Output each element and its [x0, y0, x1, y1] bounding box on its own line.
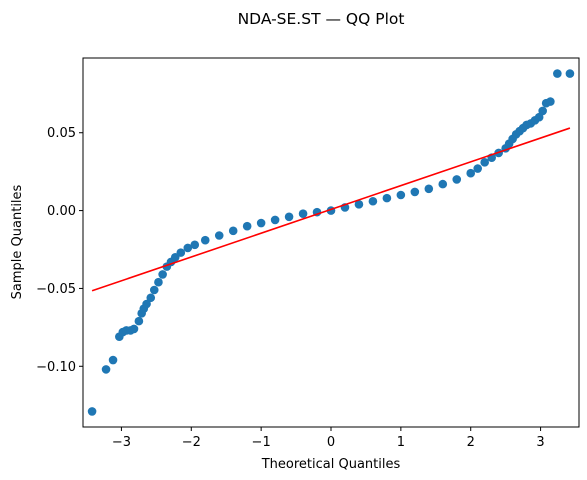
- y-tick-label: 0.05: [47, 126, 76, 141]
- qq-point: [298, 209, 308, 218]
- qq-point: [129, 324, 139, 334]
- qq-point: [382, 193, 392, 203]
- qq-point: [466, 168, 476, 178]
- x-tick-label: −2: [182, 435, 201, 450]
- qq-point: [553, 69, 562, 78]
- qq-point: [87, 407, 97, 416]
- qq-point: [154, 277, 163, 287]
- qq-point: [538, 106, 547, 116]
- qq-point: [134, 316, 144, 326]
- qq-point: [438, 179, 448, 189]
- qq-point: [473, 164, 483, 173]
- qq-point: [200, 235, 210, 245]
- qq-point: [256, 218, 266, 228]
- qq-point: [546, 97, 555, 106]
- qq-point: [183, 243, 193, 253]
- y-tick-label: −0.05: [36, 282, 76, 297]
- qq-point: [214, 231, 224, 240]
- qq-point: [101, 365, 111, 374]
- axes-frame: [82, 57, 580, 428]
- x-tick-label: 3: [536, 435, 544, 450]
- x-tick-label: −1: [252, 435, 271, 450]
- plot-area: [87, 69, 575, 416]
- qq-point: [368, 196, 378, 206]
- x-tick-label: 2: [467, 435, 475, 450]
- x-tick-label: 0: [327, 435, 335, 450]
- qq-point: [190, 240, 200, 250]
- qq-point: [108, 355, 118, 365]
- x-axis-title: Theoretical Quantiles: [261, 457, 401, 472]
- qq-point: [565, 69, 575, 78]
- qq-point: [480, 158, 489, 167]
- y-tick-label: −0.10: [36, 360, 76, 375]
- x-axis-ticks: −3 −2 −1 0 1 2 3: [112, 427, 545, 450]
- chart-title: NDA-SE.ST — QQ Plot: [238, 10, 405, 28]
- qq-point: [284, 212, 294, 222]
- qq-point: [149, 285, 159, 295]
- qq-point: [452, 175, 462, 184]
- qq-point: [270, 215, 280, 225]
- qq-point: [176, 248, 186, 257]
- qq-point: [410, 187, 420, 197]
- reference-line: [91, 127, 571, 292]
- qq-point: [242, 221, 252, 231]
- y-axis-ticks: −0.10 −0.05 0.00 0.05: [36, 126, 83, 375]
- qq-point: [228, 226, 238, 236]
- qq-point: [158, 270, 167, 279]
- qq-point: [424, 184, 434, 194]
- y-axis-title: Sample Quantiles: [10, 184, 25, 299]
- qq-point: [354, 200, 364, 209]
- y-tick-label: 0.00: [47, 204, 76, 219]
- x-tick-label: −3: [112, 435, 131, 450]
- qq-point: [396, 190, 406, 200]
- qq-point: [146, 293, 156, 303]
- qq-point: [142, 299, 151, 309]
- x-tick-label: 1: [397, 435, 405, 450]
